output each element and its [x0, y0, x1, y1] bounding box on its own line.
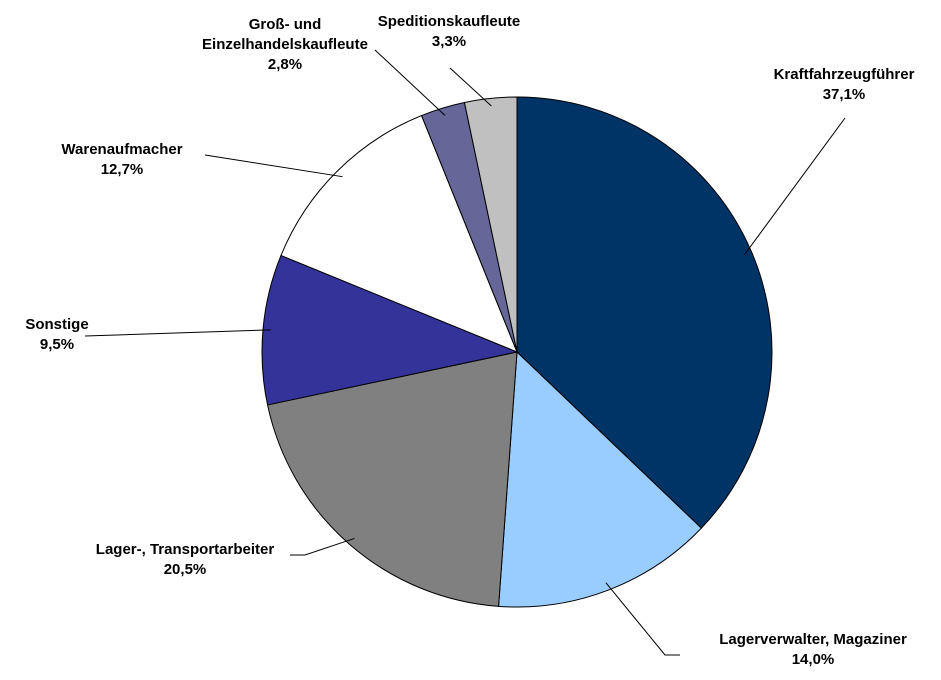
pie-slice: [261, 254, 519, 406]
leader-line: [605, 582, 680, 656]
leader-line: [374, 49, 446, 116]
category-label: Lagerverwalter, Magaziner: [719, 631, 907, 648]
value-label: 9,5%: [39, 336, 75, 353]
leader-line: [204, 154, 343, 178]
category-label: Sonstige: [25, 316, 89, 333]
data-label: Warenaufmacher 12,7%: [22, 140, 222, 180]
category-label: Kraftfahrzeugführer: [773, 66, 915, 83]
category-label: Groß- und Einzelhandelskaufleute: [202, 16, 368, 53]
value-label: 37,1%: [822, 86, 866, 103]
category-label: Speditionskaufleute: [377, 13, 521, 30]
leader-line: [744, 117, 846, 256]
category-label: Lager-, Transportarbeiter: [95, 541, 275, 558]
leader-line: [290, 537, 355, 556]
data-label: Speditionskaufleute 3,3%: [349, 12, 549, 52]
value-label: 20,5%: [163, 561, 207, 578]
data-label: Kraftfahrzeugführer 37,1%: [714, 65, 941, 105]
pie-slice: [516, 96, 773, 529]
leader-line: [84, 329, 271, 337]
value-label: 14,0%: [791, 651, 835, 668]
category-label: Warenaufmacher: [61, 141, 183, 158]
value-label: 3,3%: [431, 33, 467, 50]
pie-slice: [280, 114, 518, 353]
leader-line: [449, 67, 492, 107]
pie-slice: [498, 350, 703, 608]
pie-slice: [266, 351, 518, 607]
value-label: 2,8%: [267, 56, 303, 73]
data-label: Sonstige 9,5%: [0, 315, 117, 355]
pie-slice: [463, 96, 518, 353]
value-label: 12,7%: [100, 161, 144, 178]
data-label: Groß- und Einzelhandelskaufleute 2,8%: [195, 15, 375, 75]
data-label: Lagerverwalter, Magaziner 14,0%: [663, 630, 941, 670]
data-label: Lager-, Transportarbeiter 20,5%: [35, 540, 335, 580]
